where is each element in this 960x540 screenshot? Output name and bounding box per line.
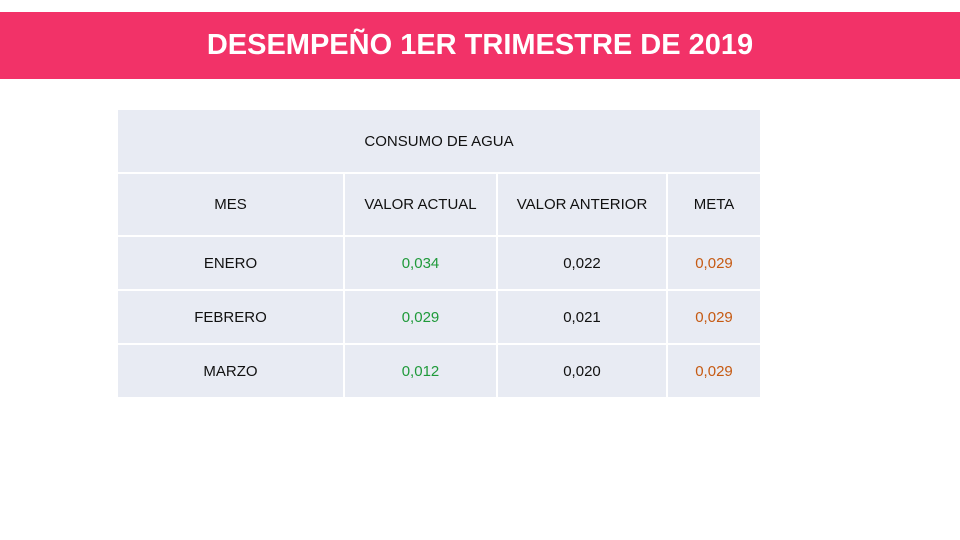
cell-meta: 0,029 — [666, 289, 762, 345]
cell-valor-actual: 0,012 — [343, 343, 498, 399]
column-header-valor-anterior: VALOR ANTERIOR — [496, 172, 668, 237]
cell-valor-anterior: 0,021 — [496, 289, 668, 345]
column-header-mes: MES — [116, 172, 345, 237]
title-banner: DESEMPEÑO 1ER TRIMESTRE DE 2019 — [0, 12, 960, 79]
cell-mes: MARZO — [116, 343, 345, 399]
cell-valor-anterior: 0,020 — [496, 343, 668, 399]
table-caption-row: CONSUMO DE AGUA — [116, 108, 762, 174]
column-header-meta: META — [666, 172, 762, 237]
table-row: MARZO 0,012 0,020 0,029 — [116, 343, 762, 399]
cell-valor-actual: 0,029 — [343, 289, 498, 345]
cell-meta: 0,029 — [666, 343, 762, 399]
cell-meta: 0,029 — [666, 235, 762, 291]
cell-valor-anterior: 0,022 — [496, 235, 668, 291]
cell-valor-actual: 0,034 — [343, 235, 498, 291]
data-table: CONSUMO DE AGUA MES VALOR ACTUAL VALOR A… — [116, 108, 762, 399]
table-row: ENERO 0,034 0,022 0,029 — [116, 235, 762, 291]
column-header-valor-actual: VALOR ACTUAL — [343, 172, 498, 237]
table-caption: CONSUMO DE AGUA — [116, 108, 762, 174]
cell-mes: ENERO — [116, 235, 345, 291]
page-title: DESEMPEÑO 1ER TRIMESTRE DE 2019 — [206, 29, 754, 61]
table-header-row: MES VALOR ACTUAL VALOR ANTERIOR META — [116, 172, 762, 237]
water-consumption-table: CONSUMO DE AGUA MES VALOR ACTUAL VALOR A… — [116, 108, 762, 399]
table-row: FEBRERO 0,029 0,021 0,029 — [116, 289, 762, 345]
cell-mes: FEBRERO — [116, 289, 345, 345]
